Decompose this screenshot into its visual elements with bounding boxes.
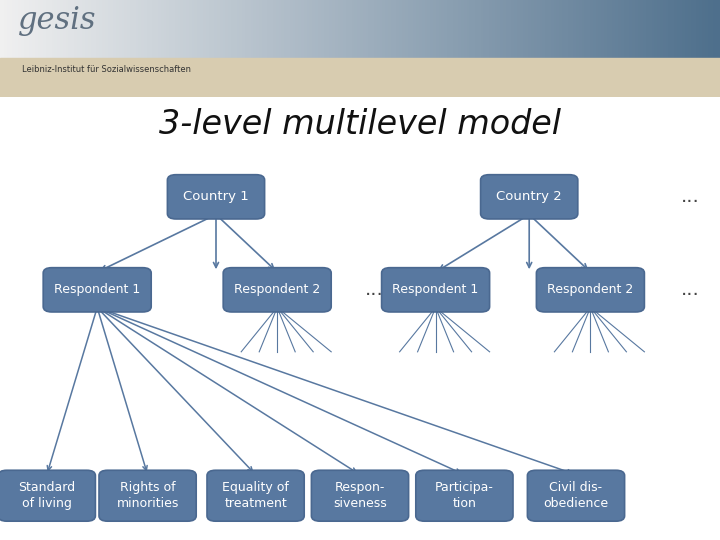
Text: Leibniz-Institut für Sozialwissenschaften: Leibniz-Institut für Sozialwissenschafte… xyxy=(22,65,191,75)
FancyBboxPatch shape xyxy=(43,268,151,312)
Text: Respondent 1: Respondent 1 xyxy=(54,284,140,296)
FancyBboxPatch shape xyxy=(527,470,625,521)
FancyBboxPatch shape xyxy=(99,470,196,521)
FancyBboxPatch shape xyxy=(0,470,95,521)
FancyBboxPatch shape xyxy=(167,175,265,219)
Text: 3-level multilevel model: 3-level multilevel model xyxy=(159,108,561,141)
Text: gesis: gesis xyxy=(18,5,96,36)
Text: Respondent 2: Respondent 2 xyxy=(547,284,634,296)
Text: Respondent 1: Respondent 1 xyxy=(392,284,479,296)
FancyBboxPatch shape xyxy=(481,175,577,219)
Text: Respondent 2: Respondent 2 xyxy=(234,284,320,296)
Text: Rights of
minorities: Rights of minorities xyxy=(117,482,179,510)
FancyBboxPatch shape xyxy=(207,470,304,521)
FancyBboxPatch shape xyxy=(223,268,331,312)
Text: ...: ... xyxy=(680,280,699,299)
Text: Equality of
treatment: Equality of treatment xyxy=(222,482,289,510)
Text: Standard
of living: Standard of living xyxy=(18,482,76,510)
Text: Respon-
siveness: Respon- siveness xyxy=(333,482,387,510)
FancyBboxPatch shape xyxy=(311,470,409,521)
Text: Participa-
tion: Participa- tion xyxy=(435,482,494,510)
Text: ...: ... xyxy=(680,187,699,206)
Text: Country 1: Country 1 xyxy=(183,190,249,204)
Bar xyxy=(0,58,720,97)
Text: Civil dis-
obedience: Civil dis- obedience xyxy=(544,482,608,510)
Text: ...: ... xyxy=(365,280,384,299)
FancyBboxPatch shape xyxy=(416,470,513,521)
FancyBboxPatch shape xyxy=(382,268,490,312)
Text: Country 2: Country 2 xyxy=(496,190,562,204)
FancyBboxPatch shape xyxy=(536,268,644,312)
